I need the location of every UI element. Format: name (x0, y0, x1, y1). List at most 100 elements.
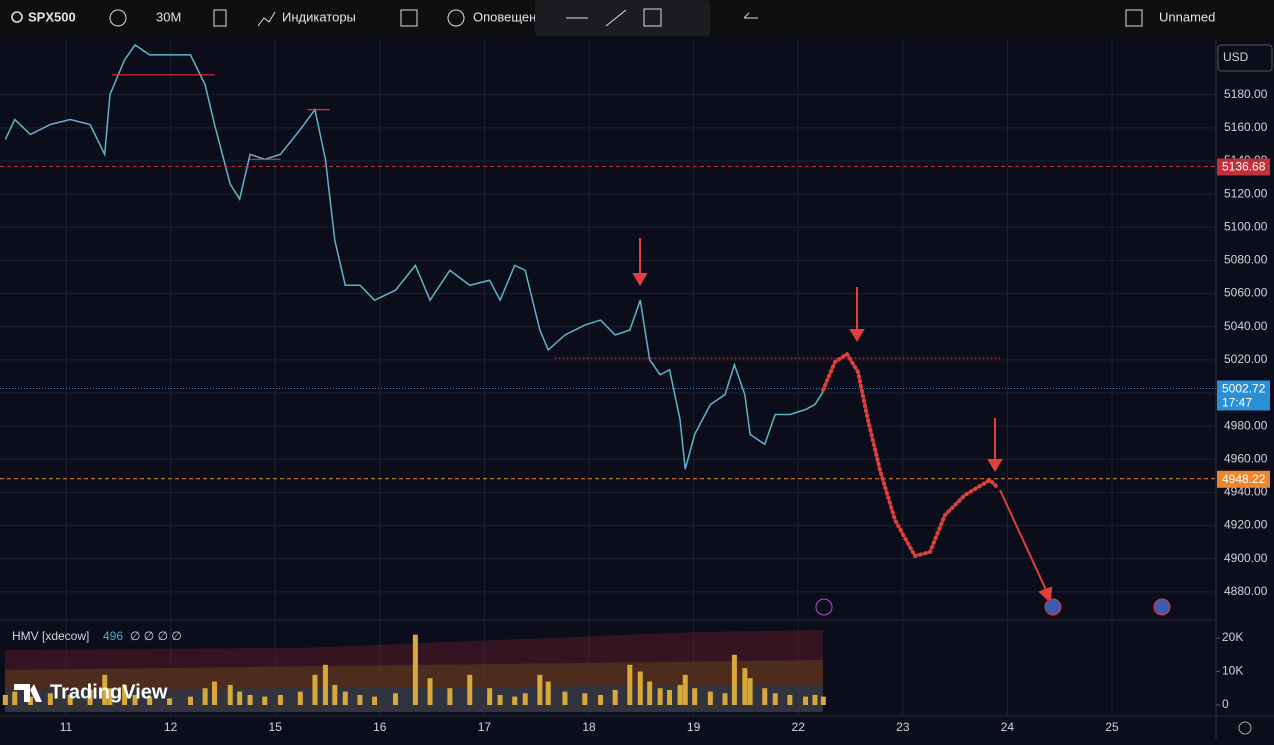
countdown: 17:47 (1222, 396, 1252, 410)
volume-bar (262, 696, 268, 705)
interval[interactable]: 30M (156, 9, 181, 24)
volume-bar (682, 674, 688, 705)
volume-bar (667, 689, 673, 705)
x-tick-label: 24 (1001, 720, 1015, 734)
volume-bar (2, 694, 8, 705)
volume-tick-label: 20K (1222, 630, 1243, 644)
volume-bar (12, 691, 18, 705)
currency-box[interactable] (1217, 44, 1273, 72)
volume-bar (747, 678, 753, 705)
volume-bar (803, 696, 809, 705)
toolbar: SPX500 30M Индикаторы Оповещен Unnamed (0, 0, 1274, 37)
volume-bar (412, 634, 418, 705)
indicator-title[interactable]: HMV [xdecow] (12, 629, 89, 643)
y-tick-label: 4960.00 (1224, 451, 1268, 465)
drawing-toolbar (535, 0, 710, 36)
y-tick-label: 5120.00 (1224, 186, 1268, 200)
x-tick-label: 12 (164, 720, 178, 734)
y-tick-label: 4980.00 (1224, 418, 1268, 432)
volume-bar (227, 684, 233, 705)
volume-bar (627, 664, 633, 705)
y-tick-label: 5080.00 (1224, 253, 1268, 267)
volume-bar (393, 693, 399, 705)
currency[interactable]: USD (1223, 50, 1249, 64)
event-icon[interactable] (815, 598, 833, 616)
add-symbol[interactable] (109, 9, 127, 27)
y-tick-label: 4940.00 (1224, 485, 1268, 499)
volume-bar (87, 689, 93, 705)
event-icon[interactable] (1044, 598, 1062, 616)
volume-bar (277, 694, 283, 705)
indicator-icon (257, 11, 276, 27)
trend-tool[interactable] (605, 9, 627, 27)
indicators[interactable]: Индикаторы (282, 9, 356, 24)
alert-icon[interactable] (447, 9, 465, 27)
branding: TradingView (50, 681, 168, 703)
y-tick-label: 5180.00 (1224, 87, 1268, 101)
y-tick-label: 5040.00 (1224, 319, 1268, 333)
price-label-bg (1217, 380, 1270, 411)
symbol[interactable]: SPX500 (28, 9, 76, 24)
volume-bar (820, 696, 826, 705)
volume-bar (582, 693, 588, 705)
layout-icon[interactable] (1125, 9, 1143, 27)
price-label-bg (1217, 158, 1270, 176)
price-line (4, 43, 824, 470)
volume-bar (647, 681, 653, 705)
volume-bar (512, 696, 518, 705)
price-label: 5002.72 (1222, 382, 1266, 396)
x-tick-label: 16 (373, 720, 387, 734)
x-tick-label: 25 (1105, 720, 1119, 734)
templates[interactable] (400, 9, 418, 27)
event-icon[interactable] (1153, 598, 1171, 616)
x-tick-label: 11 (60, 720, 73, 734)
indicator-flags: ∅ ∅ ∅ ∅ (130, 629, 182, 643)
x-tick-label: 17 (478, 720, 492, 734)
volume-bar (562, 691, 568, 705)
volume-bar (722, 693, 728, 705)
volume-bar (67, 694, 73, 705)
x-tick-label: 22 (792, 720, 806, 734)
settings[interactable] (1238, 721, 1252, 735)
y-tick-label: 4920.00 (1224, 518, 1268, 532)
x-tick-label: 15 (269, 720, 283, 734)
y-tick-label: 5100.00 (1224, 219, 1268, 233)
layout-name[interactable]: Unnamed (1159, 9, 1215, 24)
y-tick-label: 4900.00 (1224, 551, 1268, 565)
y-tick-label: 4880.00 (1224, 584, 1268, 598)
volume-bar (132, 694, 138, 705)
volume-bar (537, 674, 543, 705)
volume-bar (332, 684, 338, 705)
annotation-arrows (632, 238, 1053, 604)
volume-bar (107, 688, 113, 705)
search-icon[interactable] (11, 11, 23, 23)
volume-bar (772, 693, 778, 705)
volume-bar (247, 694, 253, 705)
volume-bar (212, 681, 218, 705)
y-tick-label: 5020.00 (1224, 352, 1268, 366)
volume-bar (742, 668, 748, 705)
x-tick-label: 19 (687, 720, 701, 734)
chart-style[interactable] (213, 9, 227, 27)
price-label: 4948.22 (1222, 472, 1266, 486)
volume-bar (497, 694, 503, 705)
volume-bar (692, 688, 698, 705)
volume-bar (27, 696, 33, 705)
volume-bar (187, 696, 193, 705)
alerts[interactable]: Оповещен (473, 9, 536, 24)
undo[interactable] (743, 12, 758, 19)
volume-bar (237, 691, 243, 705)
x-tick-label: 23 (896, 720, 910, 734)
y-tick-label: 5060.00 (1224, 286, 1268, 300)
volume-bar (342, 691, 348, 705)
volume-bar (322, 664, 328, 705)
volume-bar (612, 689, 618, 705)
volume-bar (202, 688, 208, 705)
volume-bar (598, 694, 604, 705)
volume-bar (357, 694, 363, 705)
volume-bar (545, 681, 551, 705)
rect-tool[interactable] (643, 8, 662, 27)
x-tick-label: 18 (582, 720, 596, 734)
